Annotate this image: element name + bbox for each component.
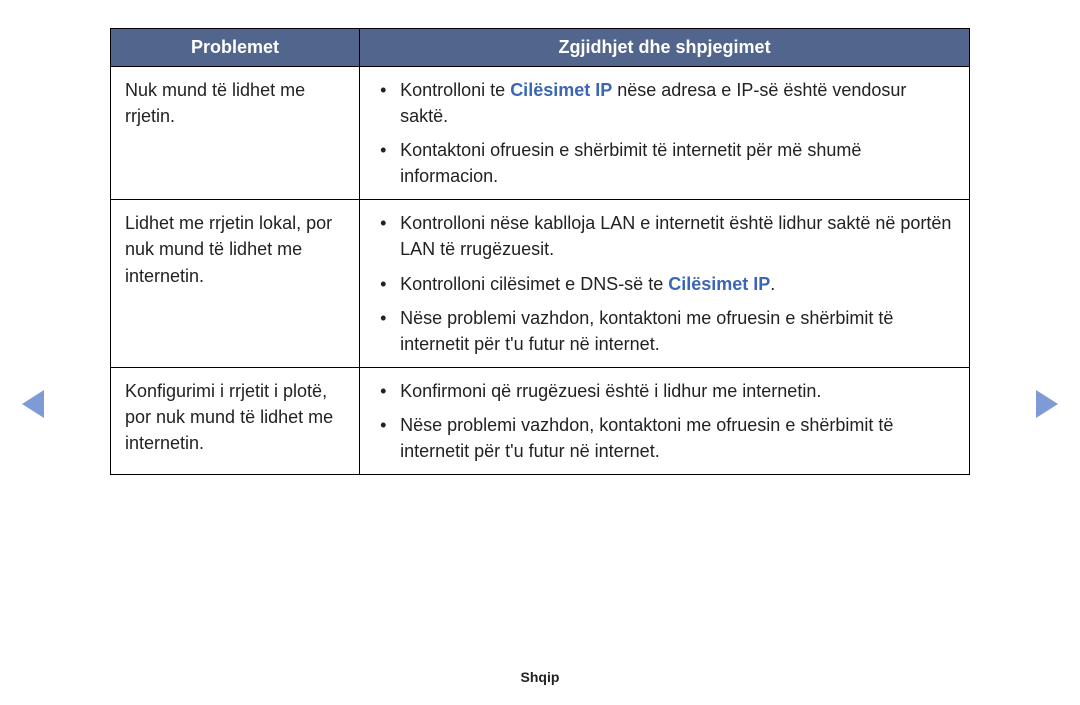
footer-language: Shqip — [0, 669, 1080, 685]
solution-cell: Konfirmoni që rrugëzuesi është i lidhur … — [360, 367, 970, 474]
solution-item: Konfirmoni që rrugëzuesi është i lidhur … — [374, 378, 955, 404]
link-text[interactable]: Cilësimet IP — [668, 274, 770, 294]
problem-cell: Nuk mund të lidhet me rrjetin. — [111, 67, 360, 200]
table-row: Lidhet me rrjetin lokal, por nuk mund të… — [111, 200, 970, 367]
problem-cell: Konfigurimi i rrjetit i plotë, por nuk m… — [111, 367, 360, 474]
solution-cell: Kontrolloni nëse kablloja LAN e internet… — [360, 200, 970, 367]
solution-item: Kontrolloni cilësimet e DNS-së te Cilësi… — [374, 271, 955, 297]
problem-cell: Lidhet me rrjetin lokal, por nuk mund të… — [111, 200, 360, 367]
table-row: Konfigurimi i rrjetit i plotë, por nuk m… — [111, 367, 970, 474]
table-row: Nuk mund të lidhet me rrjetin. Kontrollo… — [111, 67, 970, 200]
solution-item: Kontaktoni ofruesin e shërbimit të inter… — [374, 137, 955, 189]
solution-item: Nëse problemi vazhdon, kontaktoni me ofr… — [374, 305, 955, 357]
header-solution: Zgjidhjet dhe shpjegimet — [360, 29, 970, 67]
solution-cell: Kontrolloni te Cilësimet IP nëse adresa … — [360, 67, 970, 200]
solution-item: Kontrolloni nëse kablloja LAN e internet… — [374, 210, 955, 262]
header-problem: Problemet — [111, 29, 360, 67]
next-page-icon[interactable] — [1036, 390, 1058, 418]
troubleshoot-table: Problemet Zgjidhjet dhe shpjegimet Nuk m… — [110, 28, 970, 475]
solution-item: Kontrolloni te Cilësimet IP nëse adresa … — [374, 77, 955, 129]
solution-item: Nëse problemi vazhdon, kontaktoni me ofr… — [374, 412, 955, 464]
prev-page-icon[interactable] — [22, 390, 44, 418]
link-text[interactable]: Cilësimet IP — [510, 80, 612, 100]
